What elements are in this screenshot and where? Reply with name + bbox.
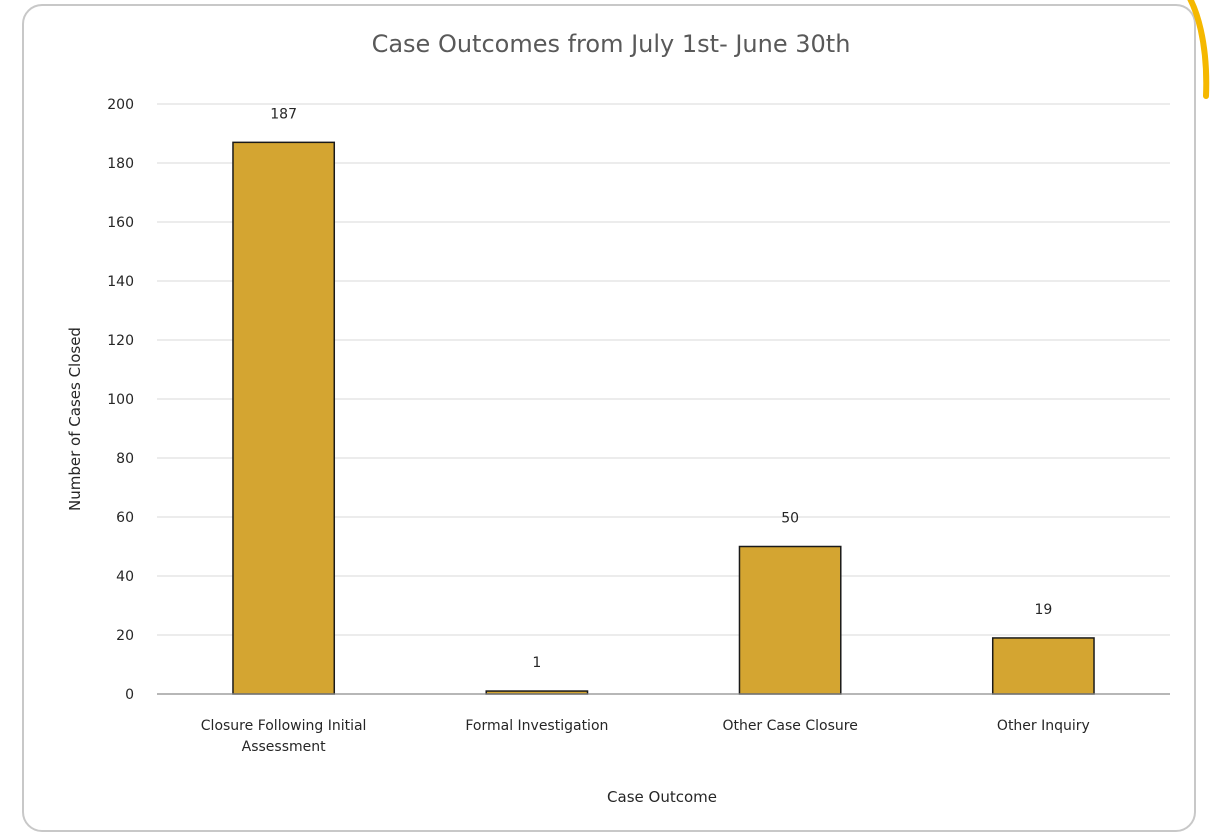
data-label: 19 bbox=[1034, 602, 1052, 618]
bar bbox=[991, 637, 1095, 695]
y-tick-label: 0 bbox=[125, 687, 134, 703]
bars bbox=[232, 141, 1095, 695]
y-tick-label: 100 bbox=[107, 392, 134, 408]
y-tick-label: 60 bbox=[116, 510, 134, 526]
x-tick-label: Other Inquiry bbox=[997, 718, 1090, 734]
data-label: 1 bbox=[532, 655, 541, 671]
x-tick-label: Formal Investigation bbox=[465, 718, 608, 734]
x-tick-label: Other Case Closure bbox=[722, 718, 857, 734]
x-tick-label-line: Formal Investigation bbox=[465, 718, 608, 734]
y-tick-label: 120 bbox=[107, 333, 134, 349]
x-tick-label-line: Other Inquiry bbox=[997, 718, 1090, 734]
x-axis-label: Case Outcome bbox=[607, 788, 717, 806]
y-tick-label: 160 bbox=[107, 215, 134, 231]
y-tick-label: 80 bbox=[116, 451, 134, 467]
chart-title: Case Outcomes from July 1st- June 30th bbox=[372, 30, 851, 58]
y-axis-tick-labels: 0 20 40 60 80 100 120 140 160 180 200 bbox=[107, 97, 134, 703]
data-labels: 187 1 50 19 bbox=[270, 106, 1052, 671]
data-label: 50 bbox=[781, 511, 799, 527]
y-axis-label: Number of Cases Closed bbox=[66, 327, 84, 511]
x-tick-label: Closure Following Initial Assessment bbox=[201, 718, 367, 755]
y-tick-label: 40 bbox=[116, 569, 134, 585]
x-tick-label-line: Assessment bbox=[242, 739, 326, 755]
y-tick-label: 140 bbox=[107, 274, 134, 290]
x-tick-label-line: Closure Following Initial bbox=[201, 718, 367, 734]
bar bbox=[738, 545, 842, 695]
bar bbox=[232, 141, 336, 695]
x-axis-tick-labels: Closure Following Initial Assessment Forma… bbox=[201, 718, 1090, 755]
x-tick-label-line: Other Case Closure bbox=[722, 718, 857, 734]
data-label: 187 bbox=[270, 106, 297, 122]
y-tick-label: 180 bbox=[107, 156, 134, 172]
y-tick-label: 20 bbox=[116, 628, 134, 644]
y-tick-label: 200 bbox=[107, 97, 134, 113]
